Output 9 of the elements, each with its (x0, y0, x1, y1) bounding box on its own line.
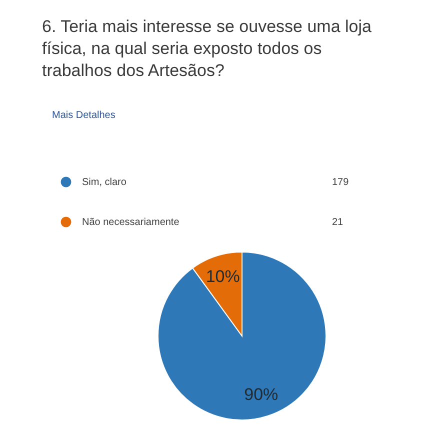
text: Mais Detalhes (52, 110, 116, 121)
text: 179 (332, 177, 350, 188)
legend-label: Sim, claro (82, 177, 127, 188)
data-label: 90% (244, 384, 278, 404)
text: 21 (332, 217, 344, 228)
chart-title: 6. Teria mais interesse se ouvesse uma loja física, na qual seria exposto todos os trabalhos dos Artesãos? (42, 17, 372, 80)
data-label: 10% (206, 267, 240, 286)
pie-slice (158, 252, 326, 420)
legend-label: Não necessariamente (82, 217, 180, 228)
